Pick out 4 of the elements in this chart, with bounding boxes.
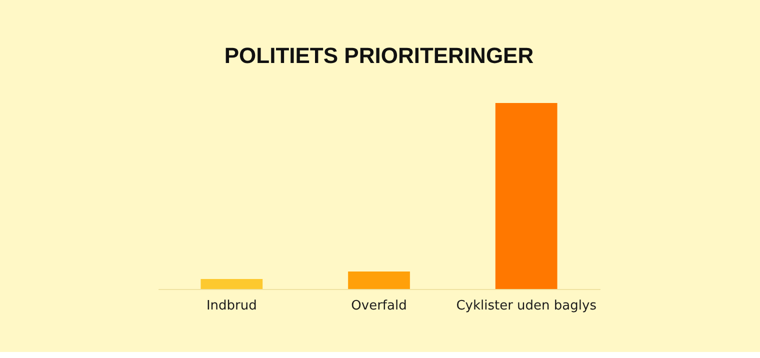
chart-title: POLITIETS PRIORITERINGER <box>224 43 534 68</box>
x-tick-label: Overfald <box>351 298 407 314</box>
x-tick-label: Indbrud <box>206 298 257 314</box>
x-tick-label: Cyklister uden baglys <box>456 298 597 314</box>
